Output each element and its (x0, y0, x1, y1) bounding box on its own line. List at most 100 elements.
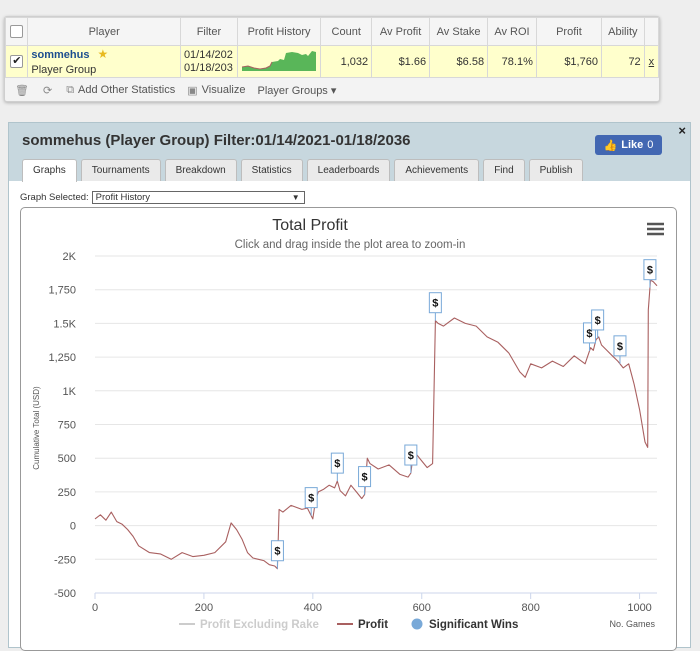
header-player[interactable]: Player (27, 17, 181, 46)
graph-selected-label: Graph Selected: (20, 192, 89, 203)
report-tabs: Graphs Tournaments Breakdown Statistics … (22, 159, 584, 182)
y-tick-label: 1,750 (48, 285, 76, 297)
x-tick-label: 400 (304, 602, 322, 614)
tab-tournaments[interactable]: Tournaments (80, 159, 161, 181)
header-ability[interactable]: Ability (600, 17, 645, 46)
y-tick-label: -250 (54, 554, 76, 566)
legend-label-wins: Significant Wins (429, 619, 518, 631)
marker-label: $ (595, 315, 601, 327)
legend-item-profit-excluding-rake[interactable]: Profit Excluding Rake (179, 619, 319, 631)
chart-menu-button[interactable] (645, 220, 667, 238)
y-tick-label: 2K (63, 251, 77, 263)
y-axis-ticks: -500 -250 0 250 500 750 1K 1,250 1.5K 1,750 2K (48, 251, 76, 600)
header-filter[interactable]: Filter (179, 17, 238, 46)
thumbs-up-icon: 👍 (603, 139, 618, 152)
tab-graphs[interactable]: Graphs (22, 159, 77, 182)
legend-marker-icon (411, 618, 423, 630)
player-report-panel: sommehus (Player Group) Filter:01/14/202… (8, 122, 691, 651)
select-all-checkbox[interactable] (10, 25, 24, 38)
player-name-link[interactable]: sommehus (31, 49, 90, 61)
remove-row-link[interactable]: x (648, 55, 655, 68)
table-header-row: Player Filter Profit History Count Av Pr… (4, 17, 660, 46)
report-title: sommehus (Player Group) Filter:01/14/202… (22, 132, 411, 149)
tab-publish[interactable]: Publish (528, 159, 584, 181)
significant-win-marker[interactable]: $ (428, 292, 442, 321)
y-tick-label: 1K (63, 386, 77, 398)
like-count: 0 (647, 139, 654, 151)
tab-achievements[interactable]: Achievements (394, 159, 480, 181)
like-label: Like (621, 139, 644, 151)
x-tick-label: 0 (92, 602, 98, 614)
x-tick-label: 800 (521, 602, 539, 614)
significant-win-marker[interactable]: $ (330, 452, 344, 482)
legend-item-profit[interactable]: Profit (337, 619, 388, 631)
refresh-icon[interactable]: ⟳ (42, 84, 53, 97)
x-tick-label: 600 (413, 602, 431, 614)
marker-flag (304, 487, 318, 509)
player-cell: sommehus ★ Player Group (27, 45, 181, 78)
marker-flag (643, 259, 657, 281)
header-av-roi[interactable]: Av ROI (487, 17, 537, 46)
significant-win-marker[interactable]: $ (613, 335, 627, 364)
add-other-statistics-button[interactable]: Add Other Statistics (78, 84, 176, 96)
marker-label: $ (408, 450, 414, 462)
image-icon: ▣ (187, 84, 198, 97)
profit-history-sparkline[interactable] (236, 45, 322, 78)
y-tick-label: 1.5K (53, 318, 76, 330)
trash-icon[interactable]: 🗑 (15, 84, 29, 97)
visualize-button[interactable]: Visualize (201, 84, 246, 96)
x-axis-label: No. Games (609, 619, 655, 629)
chart-subtitle: Click and drag inside the plot area to z… (235, 239, 466, 251)
tab-leaderboards[interactable]: Leaderboards (306, 159, 391, 181)
player-type: Player Group (31, 64, 97, 76)
tab-find[interactable]: Find (483, 159, 525, 181)
marker-label: $ (617, 341, 623, 353)
marker-flag (591, 309, 605, 331)
row-checkbox[interactable] (10, 54, 24, 68)
header-av-stake[interactable]: Av Stake (429, 17, 489, 46)
header-av-profit[interactable]: Av Profit (371, 17, 431, 46)
marker-flag (404, 444, 418, 466)
legend-label-rake: Profit Excluding Rake (200, 619, 319, 631)
player-stats-table: Player Filter Profit History Count Av Pr… (4, 17, 660, 78)
legend-item-significant-wins[interactable]: Significant Wins (411, 618, 519, 632)
av-stake-cell: $6.58 (429, 45, 489, 78)
significant-win-marker[interactable]: $ (404, 444, 418, 474)
significant-win-marker[interactable]: $ (591, 309, 605, 338)
filter-cell: 01/14/202 01/18/203 (179, 45, 238, 78)
player-groups-dropdown[interactable]: Player Groups ▾ (258, 84, 337, 97)
grid-lines (95, 255, 657, 594)
table-row[interactable]: sommehus ★ Player Group 01/14/202 01/18/2… (4, 45, 660, 78)
marker-flag (428, 292, 442, 314)
profit-cell: $1,760 (535, 45, 602, 78)
significant-wins-markers: $$$$$$$$$$ (270, 259, 657, 569)
y-axis-label: Cumulative Total (USD) (32, 386, 41, 470)
significant-win-marker[interactable]: $ (358, 466, 372, 495)
tab-breakdown[interactable]: Breakdown (164, 159, 237, 181)
tab-statistics[interactable]: Statistics (240, 159, 303, 181)
chart-legend: Profit Excluding Rake Profit Significant… (179, 618, 519, 632)
star-badge-icon: ★ (97, 47, 109, 61)
significant-win-marker[interactable]: $ (304, 487, 318, 516)
x-tick-label: 200 (195, 602, 213, 614)
graph-select-dropdown[interactable]: Profit History (91, 191, 305, 204)
facebook-like-button[interactable]: 👍 Like 0 (595, 135, 662, 155)
header-profit[interactable]: Profit (535, 17, 602, 46)
x-tick-label: 1000 (627, 602, 651, 614)
header-select[interactable] (4, 17, 29, 46)
significant-win-marker[interactable]: $ (643, 259, 657, 288)
significant-win-marker[interactable]: $ (270, 540, 284, 569)
total-profit-chart[interactable]: -500 -250 0 250 500 750 1K 1,250 1.5K 1,750 2K 0 20… (21, 208, 676, 650)
row-select-cell[interactable] (4, 45, 29, 78)
add-columns-icon: ⧉ (66, 83, 75, 96)
header-count[interactable]: Count (320, 17, 373, 46)
y-tick-label: 250 (58, 487, 76, 499)
close-panel-button[interactable]: × (678, 123, 686, 138)
chart-container[interactable]: -500 -250 0 250 500 750 1K 1,250 1.5K 1,750 2K 0 20… (20, 207, 677, 651)
marker-label: $ (362, 472, 368, 484)
sparkline-chart (241, 51, 317, 71)
av-roi-cell: 78.1% (487, 45, 537, 78)
filter-from: 01/14/202 (183, 48, 233, 61)
header-profit-history[interactable]: Profit History (236, 17, 322, 46)
marker-flag (358, 466, 372, 488)
